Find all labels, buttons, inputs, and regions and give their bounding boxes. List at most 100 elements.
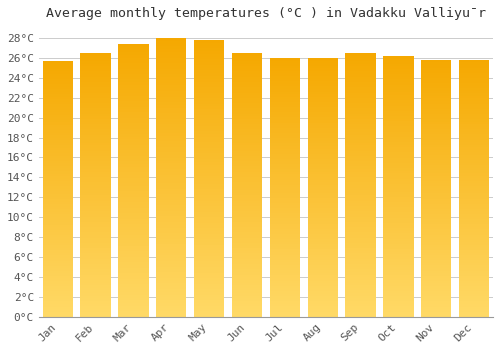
Bar: [80, 177, 110, 180]
Bar: [42, 230, 73, 232]
Bar: [346, 185, 376, 188]
Bar: [194, 131, 224, 134]
Bar: [459, 152, 490, 155]
Bar: [384, 150, 414, 153]
Bar: [118, 82, 148, 85]
Bar: [346, 312, 376, 314]
Bar: [384, 246, 414, 249]
Bar: [421, 183, 452, 186]
Bar: [270, 226, 300, 229]
Bar: [308, 231, 338, 234]
Bar: [270, 169, 300, 172]
Bar: [346, 243, 376, 246]
Bar: [308, 200, 338, 203]
Bar: [384, 249, 414, 252]
Bar: [194, 203, 224, 206]
Bar: [118, 137, 148, 139]
Bar: [459, 268, 490, 271]
Bar: [270, 84, 300, 86]
Bar: [194, 242, 224, 245]
Bar: [421, 288, 452, 291]
Bar: [421, 91, 452, 93]
Bar: [384, 147, 414, 150]
Bar: [384, 100, 414, 103]
Bar: [118, 230, 148, 232]
Bar: [232, 232, 262, 235]
Bar: [232, 238, 262, 240]
Bar: [270, 125, 300, 128]
Bar: [194, 148, 224, 151]
Bar: [459, 206, 490, 209]
Bar: [232, 275, 262, 277]
Bar: [232, 219, 262, 222]
Bar: [194, 170, 224, 173]
Bar: [194, 79, 224, 82]
Bar: [80, 280, 110, 282]
Bar: [118, 178, 148, 180]
Bar: [346, 140, 376, 143]
Bar: [346, 95, 376, 98]
Bar: [270, 76, 300, 79]
Bar: [308, 193, 338, 195]
Bar: [421, 124, 452, 127]
Bar: [459, 263, 490, 265]
Bar: [156, 41, 186, 44]
Bar: [232, 85, 262, 87]
Bar: [194, 189, 224, 192]
Bar: [194, 250, 224, 253]
Bar: [232, 127, 262, 130]
Bar: [232, 206, 262, 209]
Bar: [270, 262, 300, 265]
Bar: [118, 49, 148, 52]
Bar: [384, 74, 414, 77]
Bar: [42, 284, 73, 286]
Bar: [118, 79, 148, 82]
Bar: [118, 156, 148, 159]
Bar: [270, 92, 300, 94]
Bar: [156, 203, 186, 205]
Bar: [346, 259, 376, 261]
Bar: [80, 235, 110, 238]
Bar: [270, 120, 300, 122]
Bar: [156, 244, 186, 247]
Bar: [421, 294, 452, 296]
Bar: [42, 312, 73, 314]
Bar: [346, 251, 376, 253]
Bar: [80, 282, 110, 285]
Bar: [459, 70, 490, 73]
Bar: [459, 284, 490, 286]
Bar: [270, 164, 300, 167]
Bar: [42, 158, 73, 161]
Bar: [346, 296, 376, 298]
Bar: [156, 113, 186, 116]
Bar: [421, 140, 452, 142]
Bar: [384, 306, 414, 309]
Bar: [421, 93, 452, 96]
Bar: [308, 94, 338, 97]
Bar: [308, 229, 338, 231]
Bar: [194, 109, 224, 112]
Bar: [194, 48, 224, 51]
Bar: [459, 101, 490, 104]
Bar: [194, 137, 224, 140]
Bar: [421, 301, 452, 304]
Bar: [421, 307, 452, 309]
Bar: [459, 294, 490, 296]
Bar: [232, 100, 262, 103]
Bar: [156, 284, 186, 286]
Bar: [42, 207, 73, 209]
Bar: [459, 186, 490, 188]
Bar: [194, 231, 224, 234]
Bar: [421, 232, 452, 234]
Bar: [80, 256, 110, 259]
Bar: [346, 282, 376, 285]
Bar: [194, 176, 224, 178]
Bar: [80, 314, 110, 317]
Bar: [156, 122, 186, 125]
Bar: [346, 132, 376, 135]
Bar: [308, 74, 338, 76]
Bar: [80, 103, 110, 106]
Bar: [459, 258, 490, 260]
Bar: [42, 130, 73, 133]
Bar: [156, 272, 186, 275]
